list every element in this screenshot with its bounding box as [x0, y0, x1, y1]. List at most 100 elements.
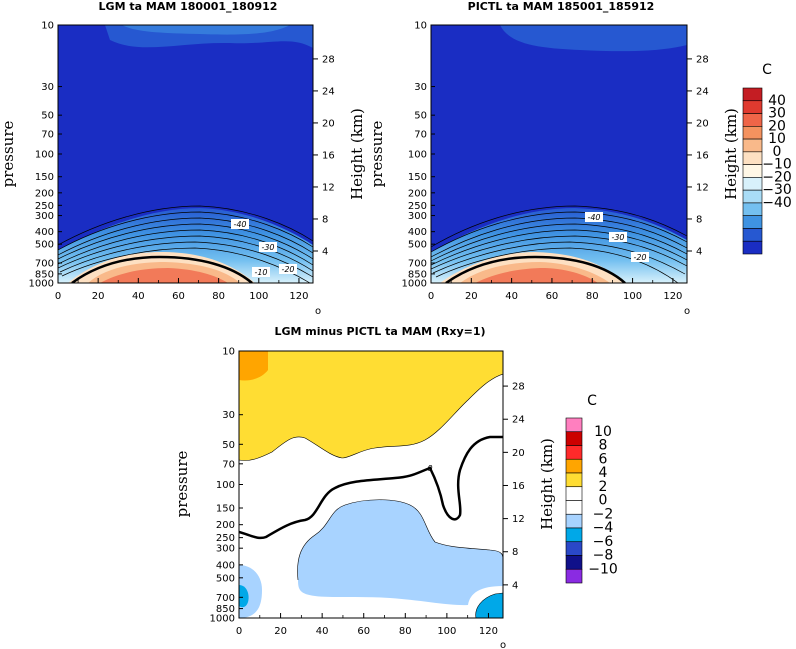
pressure-tick-label: 200 [408, 188, 427, 199]
x-tick-label: 60 [357, 626, 370, 637]
panel-lgm-title: LGM ta MAM 180001_180912 [99, 0, 278, 13]
colorbar-swatch [742, 100, 763, 114]
panel-diff-axes: 1030507010015020025030040050070085010004… [210, 347, 525, 638]
colorbar-swatch [565, 417, 583, 433]
colorbar-swatch [565, 513, 583, 529]
colorbar-tick-label: −20 [762, 169, 792, 185]
pressure-tick-label: 700 [408, 259, 427, 270]
pressure-tick-label: 200 [35, 188, 54, 199]
pressure-tick-label: 500 [216, 573, 235, 584]
colorbar-tick-label: 30 [768, 106, 786, 122]
pressure-tick-label: 100 [35, 150, 54, 161]
panel-diff: LGM minus PICTL ta MAM (Rxy=1) 0 10 30 50 7… [173, 325, 556, 649]
x-tick-label: 120 [663, 291, 682, 302]
colorbar-tick-label: −30 [762, 182, 792, 198]
pressure-tick-label: 70 [222, 459, 235, 470]
colorbar-swatch [742, 202, 763, 216]
height-tick-label: 24 [322, 86, 335, 97]
height-tick-label: 20 [322, 118, 335, 129]
colorbar-swatch [565, 568, 583, 584]
x-tick-label: 100 [249, 291, 268, 302]
panel-diff-ylabel: pressure [173, 451, 191, 518]
contour-label: 0 [427, 464, 432, 473]
height-tick-label: 24 [512, 415, 525, 426]
pressure-tick-label: 10 [222, 347, 235, 358]
height-tick-label: 28 [322, 54, 335, 65]
colorbar-temperature-swatches [742, 87, 763, 255]
colorbar-swatch [742, 113, 763, 127]
colorbar-tick-label: 6 [599, 451, 608, 467]
x-tick-label: 60 [546, 291, 559, 302]
height-tick-label: 8 [696, 214, 702, 225]
pressure-tick-label: 200 [216, 520, 235, 531]
x-tick-label: 100 [623, 291, 642, 302]
panel-pictl-contour-labels: -40 -30 -20 [585, 212, 649, 262]
pressure-tick-label: 150 [408, 172, 427, 183]
height-tick-label: 12 [512, 514, 525, 525]
contour-label: -10 [254, 268, 267, 277]
height-tick-label: 12 [322, 182, 335, 193]
colorbar-swatch [565, 555, 583, 570]
panel-pictl-ylabel-right: Height (km) [722, 108, 740, 200]
height-tick-label: 16 [512, 481, 525, 492]
colorbar-swatch [742, 240, 763, 255]
pressure-tick-label: 500 [408, 240, 427, 251]
x-tick-label: 0 [236, 626, 242, 637]
colorbar-swatch [565, 472, 583, 488]
contour-label: -40 [587, 213, 600, 222]
height-tick-label: 20 [696, 118, 709, 129]
colorbar-swatch [742, 138, 763, 153]
colorbar-tick-label: −10 [762, 157, 792, 173]
pressure-tick-label: 400 [408, 227, 427, 238]
pressure-tick-label: 10 [41, 21, 54, 32]
colorbar-tick-label: 8 [599, 438, 608, 454]
x-tick-label: 20 [274, 626, 287, 637]
colorbar-tick-label: 40 [768, 93, 786, 109]
panel-lgm-axes: 1030507010015020025030040050070085010004… [29, 21, 335, 303]
height-tick-label: 20 [512, 448, 525, 459]
colorbar-tick-label: 10 [594, 424, 612, 440]
panel-pictl: PICTL ta MAM 185001_185912 -40 [368, 0, 740, 317]
x-tick-label: 40 [132, 291, 145, 302]
x-tick-label: 120 [479, 626, 498, 637]
pressure-tick-label: 10 [414, 21, 427, 32]
pressure-tick-label: 850 [35, 269, 54, 280]
x-tick-label: 0 [428, 291, 434, 302]
x-tick-label: 40 [316, 626, 329, 637]
contour-label: -20 [281, 265, 294, 274]
x-tick-label: 120 [289, 291, 308, 302]
pressure-tick-label: 50 [41, 111, 54, 122]
colorbar-temperature-unit: C [762, 62, 772, 78]
pressure-tick-label: 1000 [29, 279, 54, 290]
pressure-tick-label: 300 [35, 211, 54, 222]
pressure-tick-label: 50 [414, 111, 427, 122]
pressure-tick-label: 700 [35, 259, 54, 270]
pressure-tick-label: 30 [222, 410, 235, 421]
contour-label: -30 [611, 233, 624, 242]
colorbar-swatch [742, 177, 763, 191]
colorbar-tick-label: −4 [593, 520, 614, 536]
panel-lgm-field [58, 25, 313, 283]
pressure-tick-label: 250 [216, 533, 235, 544]
height-tick-label: 16 [696, 150, 709, 161]
height-tick-label: 4 [512, 580, 518, 591]
panel-pictl-ylabel: pressure [368, 121, 386, 188]
x-tick-label: 40 [505, 291, 518, 302]
pressure-tick-label: 1000 [402, 279, 427, 290]
colorbar-difference-swatches [565, 417, 583, 584]
height-tick-label: 16 [322, 150, 335, 161]
panel-pictl-axes: 1030507010015020025030040050070085010004… [402, 21, 709, 303]
pressure-tick-label: 30 [414, 82, 427, 93]
colorbar-tick-label: 20 [768, 118, 786, 134]
panel-pictl-xunit: o [684, 306, 690, 317]
pressure-tick-label: 100 [408, 150, 427, 161]
pressure-tick-label: 50 [222, 440, 235, 451]
panel-lgm-ylabel-right: Height (km) [348, 108, 366, 200]
colorbar-swatch [565, 500, 583, 515]
height-tick-label: 4 [322, 246, 328, 257]
pressure-tick-label: 400 [35, 227, 54, 238]
